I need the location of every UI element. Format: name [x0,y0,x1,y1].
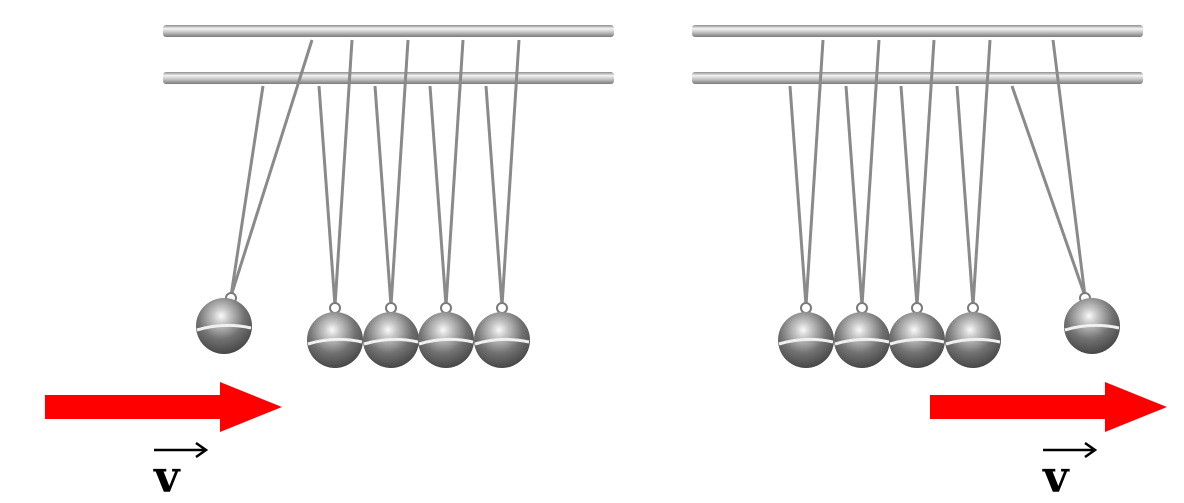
vector-arrow-icon [1043,441,1098,458]
velocity-label-left: v [154,441,209,503]
cradle-right [692,25,1143,368]
ball-rest-left-4 [474,39,530,368]
ball-swung-right [1010,39,1120,354]
ball-rest-right-2 [834,39,890,368]
ball-rest-left-1 [307,39,363,368]
vector-arrow-icon [154,441,209,458]
arrow-right-icon [45,382,282,432]
rail-back-left [163,25,614,37]
rail-front-left [163,72,614,84]
ball-rest-left-2 [363,39,419,368]
ball-rest-right-4 [945,39,1001,368]
velocity-label-right: v [1043,441,1098,503]
ball-swung-left [196,39,314,354]
ball-rest-left-3 [418,39,474,368]
ball-rest-right-1 [778,39,834,368]
rail-front-right [692,72,1143,84]
ball-rest-right-3 [889,39,945,368]
velocity-symbol: v [154,452,180,503]
arrow-right-icon [930,382,1167,432]
velocity-symbol: v [1043,452,1069,503]
cradle-left [163,25,614,368]
rail-back-right [692,25,1143,37]
